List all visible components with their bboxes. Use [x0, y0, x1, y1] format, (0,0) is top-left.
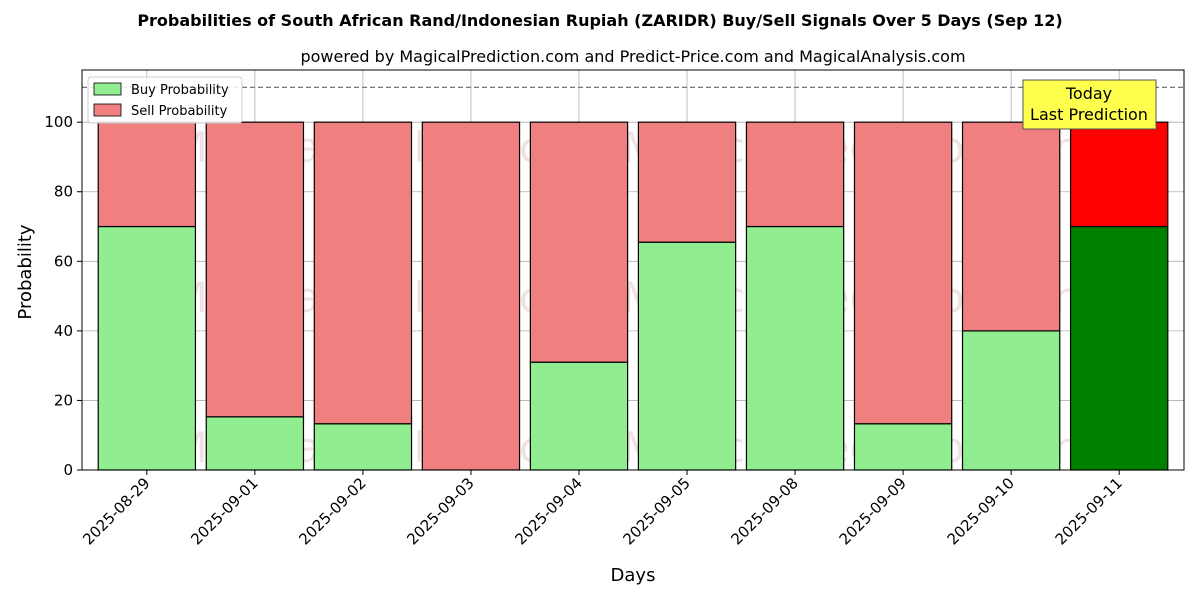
legend-frame: [87, 76, 243, 124]
bar-buy: [313, 423, 413, 471]
watermark-text: MagicalAnalysis.com MagicalPrediction.co…: [172, 273, 1095, 322]
watermark: MagicalAnalysis.com MagicalPrediction.co…: [172, 123, 1095, 472]
x-tick-label: 2025-09-10: [944, 474, 1018, 548]
x-tick-label: 2025-09-08: [728, 474, 802, 548]
y-axis: 0 20 40 60 80 100: [44, 113, 82, 479]
chart-subtitle: powered by MagicalPrediction.com and Pre…: [300, 47, 965, 66]
watermark-text: MagicalAnalysis.com MagicalPrediction.co…: [172, 123, 1095, 172]
x-tick-label: 2025-09-02: [295, 474, 369, 548]
x-tick-label: 2025-09-01: [187, 474, 261, 548]
annotation-line1: Today: [1065, 84, 1112, 103]
legend-label-sell: Sell Probability: [131, 104, 228, 119]
legend: Buy Probability Sell Probability: [87, 76, 243, 124]
y-tick-label: 80: [54, 183, 73, 201]
bar-buy: [637, 241, 737, 471]
annotation-line2: Last Prediction: [1030, 105, 1148, 124]
bar-buy: [1069, 225, 1169, 471]
y-tick-label: 100: [44, 113, 73, 131]
y-tick-label: 20: [54, 391, 73, 409]
annotation-box: [1022, 79, 1157, 130]
x-tick-label: 2025-09-09: [836, 474, 910, 548]
y-tick-label: 0: [63, 461, 73, 479]
bars: [97, 121, 1169, 471]
bar-sell: [205, 121, 305, 418]
plot-frame: [81, 69, 1185, 471]
x-axis-label: Days: [611, 565, 656, 586]
chart-title: Probabilities of South African Rand/Indo…: [137, 11, 1062, 30]
bar-sell: [745, 121, 845, 228]
bar-sell: [97, 121, 197, 228]
x-tick-label: 2025-09-05: [619, 474, 693, 548]
x-tick-label: 2025-09-11: [1052, 474, 1126, 548]
bar-sell: [961, 121, 1061, 332]
bar-buy: [97, 225, 197, 471]
y-tick-label: 60: [54, 252, 73, 270]
legend-swatch-buy: [93, 82, 122, 96]
bar-sell: [637, 121, 737, 243]
bar-buy: [745, 225, 845, 471]
today-annotation: Today Last Prediction: [1022, 79, 1157, 130]
watermark-text: MagicalAnalysis.com MagicalPrediction.co…: [172, 423, 1095, 472]
y-tick-label: 40: [54, 322, 73, 340]
bar-sell: [421, 121, 521, 471]
bar-buy: [961, 330, 1061, 471]
x-tick-label: 2025-09-03: [403, 474, 477, 548]
bar-sell: [313, 121, 413, 425]
y-axis-label: Probability: [15, 224, 36, 319]
bar-sell: [1069, 121, 1169, 228]
bar-buy: [205, 416, 305, 471]
legend-label-buy: Buy Probability: [131, 83, 229, 98]
bar-buy: [853, 423, 953, 471]
x-axis: 2025-08-29 2025-09-01 2025-09-02 2025-09-03…: [79, 470, 1126, 548]
bar-sell: [853, 121, 953, 425]
bar-buy: [529, 361, 629, 471]
bar-sell: [529, 121, 629, 363]
x-tick-label: 2025-08-29: [79, 474, 153, 548]
x-tick-label: 2025-09-04: [511, 474, 585, 548]
legend-swatch-sell: [93, 103, 122, 117]
